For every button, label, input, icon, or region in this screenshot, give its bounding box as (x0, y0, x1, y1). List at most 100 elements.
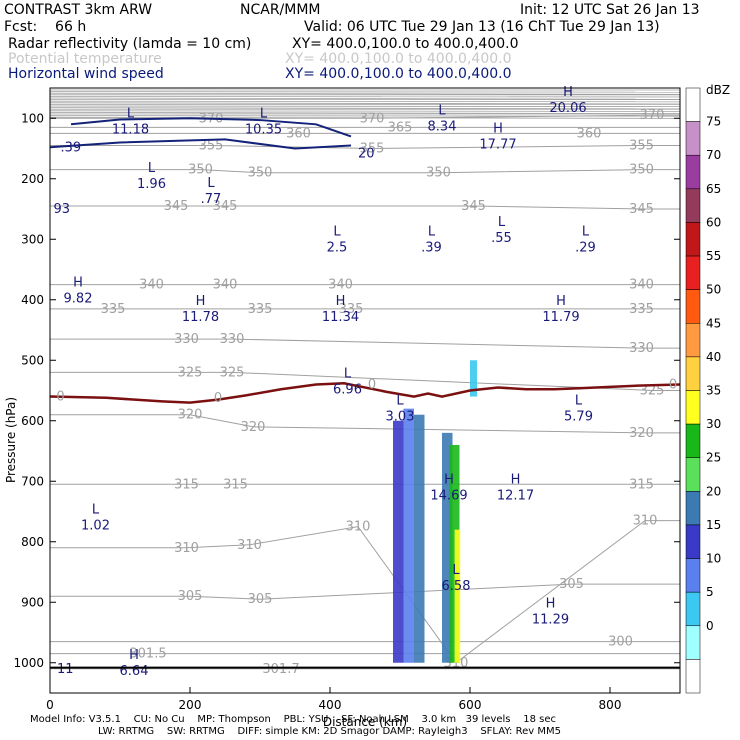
isentrope-line (49, 96, 681, 98)
extremum-marker: L (396, 394, 404, 409)
wind-contour (70, 117, 352, 138)
colorbar-swatch (685, 222, 701, 257)
isentrope-label: 325 (178, 365, 203, 380)
x-tick-label: 400 (319, 698, 342, 712)
wind-label: 11 (57, 662, 74, 677)
isentrope-label: 320 (178, 408, 203, 423)
isentrope-line (50, 338, 680, 349)
extremum-value: 17.77 (479, 137, 516, 152)
isentrope-label: 355 (629, 138, 654, 153)
extremum-value: 9.82 (64, 292, 93, 307)
extremum-value: 1.96 (137, 177, 166, 192)
institution: NCAR/MMM (240, 2, 321, 18)
y-tick-label: 500 (21, 353, 44, 367)
isentrope-label: 330 (629, 341, 654, 356)
isentrope-line (49, 107, 681, 110)
isentrope-label: 345 (213, 199, 238, 214)
reflectivity-column (414, 414, 425, 663)
extremum-marker: H (73, 276, 83, 291)
isentrope-label: 325 (220, 365, 245, 380)
extremum-marker: L (438, 103, 446, 118)
field-theta: Potential temperature (8, 51, 162, 67)
extremum-value: 11.34 (322, 310, 359, 325)
extremum-marker: H (556, 294, 566, 309)
isentrope-line (50, 169, 680, 174)
extremum-marker: L (207, 176, 215, 191)
extremum-value: 8.34 (428, 119, 457, 134)
colorbar-label: 0 (706, 619, 714, 633)
isentrope-label: 305 (248, 592, 273, 607)
colorbar-label: 60 (706, 215, 721, 229)
y-tick-label: 200 (21, 172, 44, 186)
x-tick-label: 600 (459, 698, 482, 712)
extremum-marker: L (575, 394, 583, 409)
wind-label: 20 (358, 146, 375, 161)
colorbar-swatch (685, 255, 701, 290)
field-wind-xy: XY= 400.0,100.0 to 400.0,400.0 (285, 66, 512, 82)
isentrope-label: 301.7 (262, 662, 299, 677)
y-tick-label: 900 (21, 595, 44, 609)
isentrope-label: 315 (629, 477, 654, 492)
footer-model-info: Model Info: V3.5.1 CU: No Cu MP: Thompso… (30, 714, 556, 725)
isentrope-label: 300 (608, 635, 633, 650)
isentrope-line (50, 205, 680, 210)
colorbar-swatch (685, 558, 701, 593)
extremum-marker: H (196, 294, 206, 309)
isentrope-label: 325 (640, 384, 665, 399)
isentrope-label: 340 (629, 278, 654, 293)
isentrope-label: 350 (426, 166, 451, 181)
extremum-marker: L (344, 366, 352, 381)
colorbar-swatch (685, 591, 701, 627)
extremum-value: 10.35 (245, 122, 282, 137)
colorbar-swatch (685, 625, 701, 660)
y-tick-label: 800 (21, 535, 44, 549)
field-reflectivity-xy: XY= 400.0,100.0 to 400.0,400.0 (292, 36, 519, 52)
colorbar-swatch (685, 524, 701, 559)
isentrope-label: 310 (174, 541, 199, 556)
wind-label: 93 (54, 202, 71, 217)
isentrope-label: 355 (360, 142, 385, 157)
isentrope-label: 340 (139, 278, 164, 293)
colorbar-unit: dBZ (706, 83, 730, 97)
extremum-value: .29 (575, 240, 596, 255)
extremum-value: 11.18 (112, 122, 149, 137)
isentrope-label: 345 (164, 199, 189, 214)
colorbar-swatch (685, 121, 701, 156)
isentrope-label: 340 (213, 278, 238, 293)
extremum-value: .39 (421, 240, 442, 255)
extremum-value: 6.58 (442, 579, 471, 594)
extremum-value: 14.69 (430, 488, 467, 503)
colorbar-label: 35 (706, 384, 721, 398)
y-tick-label: 600 (21, 414, 44, 428)
extremum-value: .77 (201, 192, 222, 207)
isentrope-label: 320 (629, 426, 654, 441)
y-axis-title: Pressure (hPa) (4, 397, 18, 483)
reflectivity-column (470, 360, 477, 397)
isentrope-label: 345 (629, 202, 654, 217)
isentrope-label: 370 (640, 108, 665, 123)
isentrope-line (50, 414, 680, 434)
colorbar-swatch (685, 356, 701, 391)
isentrope-label: 335 (101, 302, 126, 317)
colorbar-label: 75 (706, 115, 721, 129)
isentrope-line (49, 112, 681, 114)
extremum-value: 6.96 (333, 382, 362, 397)
isentrope-line (49, 91, 681, 93)
isentrope-label: 360 (577, 126, 602, 141)
x-tick-label: 200 (179, 698, 202, 712)
extremum-marker: L (428, 224, 436, 239)
freezing-label: 0 (368, 377, 376, 392)
isentrope-label: 330 (220, 332, 245, 347)
extremum-value: 5.79 (564, 410, 593, 425)
freezing-label: 0 (56, 390, 64, 405)
isentrope-label: 315 (174, 477, 199, 492)
isentrope-label: 350 (188, 163, 213, 178)
extremum-marker: L (148, 161, 156, 176)
extremum-marker: L (582, 224, 590, 239)
y-tick-label: 100 (21, 111, 44, 125)
field-theta-xy: XY= 400.0,100.0 to 400.0,400.0 (285, 51, 512, 67)
colorbar-label: 15 (706, 518, 721, 532)
isentrope-label: 345 (461, 199, 486, 214)
